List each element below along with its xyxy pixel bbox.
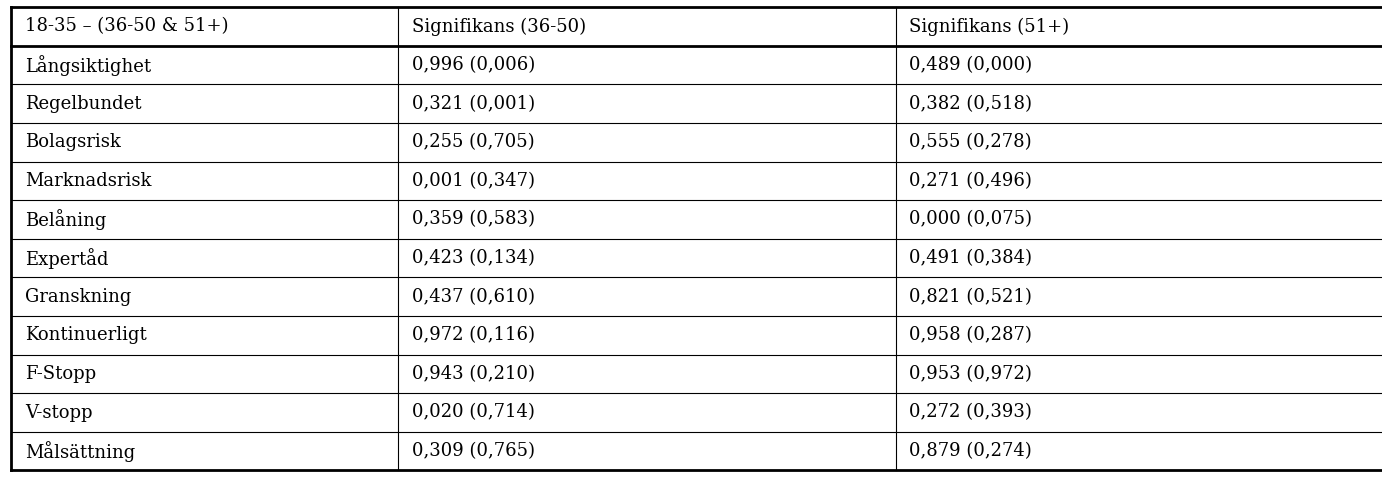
Text: Kontinuerligt: Kontinuerligt: [25, 326, 146, 344]
Text: Belåning: Belåning: [25, 209, 106, 230]
Text: 0,255 (0,705): 0,255 (0,705): [412, 133, 535, 151]
Text: 0,001 (0,347): 0,001 (0,347): [412, 172, 535, 190]
Text: 0,382 (0,518): 0,382 (0,518): [909, 95, 1032, 113]
Text: 0,020 (0,714): 0,020 (0,714): [412, 404, 535, 421]
Text: 0,943 (0,210): 0,943 (0,210): [412, 365, 535, 383]
Text: 0,359 (0,583): 0,359 (0,583): [412, 211, 535, 228]
Text: 0,000 (0,075): 0,000 (0,075): [909, 211, 1032, 228]
Text: 0,423 (0,134): 0,423 (0,134): [412, 249, 535, 267]
Text: Expertåd: Expertåd: [25, 248, 108, 269]
Text: 0,879 (0,274): 0,879 (0,274): [909, 442, 1032, 460]
Text: Bolagsrisk: Bolagsrisk: [25, 133, 120, 151]
Text: 0,309 (0,765): 0,309 (0,765): [412, 442, 535, 460]
Text: Signifikans (51+): Signifikans (51+): [909, 17, 1070, 36]
Text: Regelbundet: Regelbundet: [25, 95, 141, 113]
Text: 0,272 (0,393): 0,272 (0,393): [909, 404, 1032, 421]
Text: Långsiktighet: Långsiktighet: [25, 55, 151, 75]
Text: 0,996 (0,006): 0,996 (0,006): [412, 56, 535, 74]
Text: 0,489 (0,000): 0,489 (0,000): [909, 56, 1032, 74]
Text: Målsättning: Målsättning: [25, 441, 135, 462]
Text: F-Stopp: F-Stopp: [25, 365, 95, 383]
Text: Marknadsrisk: Marknadsrisk: [25, 172, 152, 190]
Text: 0,437 (0,610): 0,437 (0,610): [412, 288, 535, 306]
Text: 0,972 (0,116): 0,972 (0,116): [412, 326, 535, 344]
Text: 0,555 (0,278): 0,555 (0,278): [909, 133, 1032, 151]
Text: Granskning: Granskning: [25, 288, 131, 306]
Text: 0,271 (0,496): 0,271 (0,496): [909, 172, 1032, 190]
Text: 18-35 – (36-50 & 51+): 18-35 – (36-50 & 51+): [25, 17, 228, 36]
Text: V-stopp: V-stopp: [25, 404, 93, 421]
Text: 0,821 (0,521): 0,821 (0,521): [909, 288, 1032, 306]
Text: 0,953 (0,972): 0,953 (0,972): [909, 365, 1032, 383]
Text: Signifikans (36-50): Signifikans (36-50): [412, 17, 586, 36]
Text: 0,491 (0,384): 0,491 (0,384): [909, 249, 1032, 267]
Text: 0,321 (0,001): 0,321 (0,001): [412, 95, 535, 113]
Text: 0,958 (0,287): 0,958 (0,287): [909, 326, 1032, 344]
